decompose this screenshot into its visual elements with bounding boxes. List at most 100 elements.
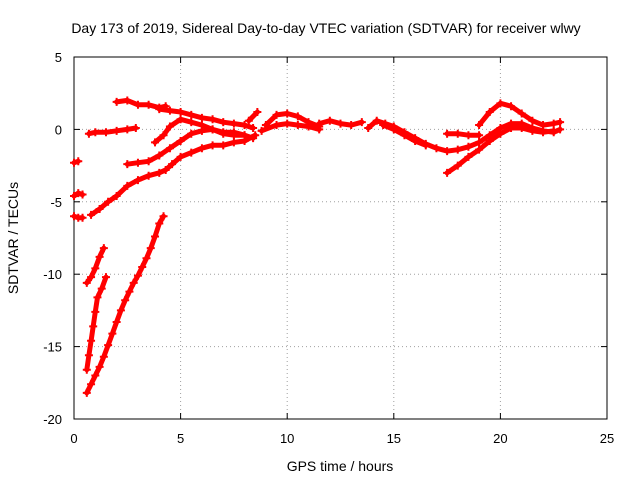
data-point xyxy=(549,119,558,128)
data-point xyxy=(443,168,452,177)
data-point xyxy=(146,244,155,253)
data-point xyxy=(197,144,206,153)
data-point xyxy=(87,210,96,219)
data-point xyxy=(129,278,138,287)
data-point xyxy=(74,189,83,198)
y-tick-label: -5 xyxy=(50,195,62,210)
data-point xyxy=(70,192,78,201)
data-point xyxy=(99,244,108,253)
data-point xyxy=(91,307,100,316)
data-point xyxy=(556,125,565,134)
series-line-arc-6 xyxy=(156,106,256,131)
data-point xyxy=(485,108,494,117)
data-point xyxy=(517,109,526,118)
data-point xyxy=(78,213,87,222)
data-point xyxy=(104,197,113,206)
data-point xyxy=(219,141,228,150)
data-point xyxy=(293,112,302,121)
data-point xyxy=(197,126,206,135)
data-point xyxy=(121,296,130,305)
y-tick-label: 5 xyxy=(55,50,62,65)
data-point xyxy=(138,262,147,271)
data-point xyxy=(101,128,110,137)
data-point xyxy=(421,141,430,150)
data-point xyxy=(219,128,228,137)
data-point xyxy=(161,165,170,174)
data-point xyxy=(325,116,334,125)
data-point xyxy=(112,317,121,326)
data-point xyxy=(159,212,168,221)
data-point xyxy=(89,322,98,331)
data-point xyxy=(528,116,537,125)
data-point xyxy=(70,158,78,167)
data-point xyxy=(304,122,313,131)
data-point xyxy=(507,123,516,132)
data-point xyxy=(549,126,558,135)
data-point xyxy=(155,168,164,177)
data-point xyxy=(443,129,452,138)
x-tick-label: 0 xyxy=(70,431,77,446)
data-point xyxy=(283,109,292,118)
data-point xyxy=(133,158,142,167)
data-point xyxy=(165,106,174,115)
data-point xyxy=(315,119,324,128)
data-point xyxy=(78,190,87,199)
data-point xyxy=(432,144,441,153)
data-point xyxy=(82,365,91,374)
data-point xyxy=(70,212,78,221)
data-point xyxy=(539,121,548,130)
data-point xyxy=(133,271,142,280)
data-point xyxy=(507,102,516,111)
data-point xyxy=(244,116,253,125)
data-point xyxy=(528,126,537,135)
data-point xyxy=(464,131,473,140)
data-point xyxy=(87,336,96,345)
data-point xyxy=(82,278,91,287)
plot-frame xyxy=(73,56,608,420)
data-point xyxy=(91,264,100,273)
data-point xyxy=(123,125,132,134)
data-point xyxy=(253,108,262,117)
data-point xyxy=(165,122,174,131)
data-point xyxy=(104,341,113,350)
x-tick-labels: 0 5 10 15 20 25 xyxy=(70,431,614,446)
data-point xyxy=(443,147,452,156)
data-point xyxy=(400,131,409,140)
x-tick-label: 15 xyxy=(387,431,401,446)
data-point xyxy=(208,141,217,150)
data-point xyxy=(208,115,217,124)
data-point xyxy=(91,128,100,137)
data-point xyxy=(411,136,420,145)
data-point xyxy=(357,118,366,127)
data-point xyxy=(99,352,108,361)
data-point xyxy=(131,123,140,132)
data-point xyxy=(464,152,473,161)
data-point xyxy=(496,129,505,138)
data-point xyxy=(84,129,93,138)
data-point xyxy=(176,136,185,145)
data-point xyxy=(379,121,388,130)
data-point xyxy=(74,157,83,166)
x-tick-label: 10 xyxy=(280,431,294,446)
data-point xyxy=(112,192,121,201)
x-tick-label: 5 xyxy=(177,431,184,446)
data-point xyxy=(283,119,292,128)
data-point xyxy=(159,131,168,140)
series-line-arc-10 xyxy=(246,109,260,124)
data-point xyxy=(364,123,373,132)
series-line-arc-16 xyxy=(444,131,482,138)
data-point xyxy=(187,118,196,127)
data-series xyxy=(70,96,565,397)
data-point xyxy=(155,105,164,114)
y-axis-label: SDTVAR / TECUs xyxy=(5,182,21,294)
data-point xyxy=(84,351,93,360)
data-point xyxy=(372,116,381,125)
data-point xyxy=(229,119,238,128)
data-point xyxy=(187,129,196,138)
data-point xyxy=(197,113,206,122)
x-tick-label: 20 xyxy=(493,431,507,446)
data-point xyxy=(475,121,484,130)
data-point xyxy=(155,219,164,228)
data-point xyxy=(496,99,505,108)
data-point xyxy=(133,176,142,185)
